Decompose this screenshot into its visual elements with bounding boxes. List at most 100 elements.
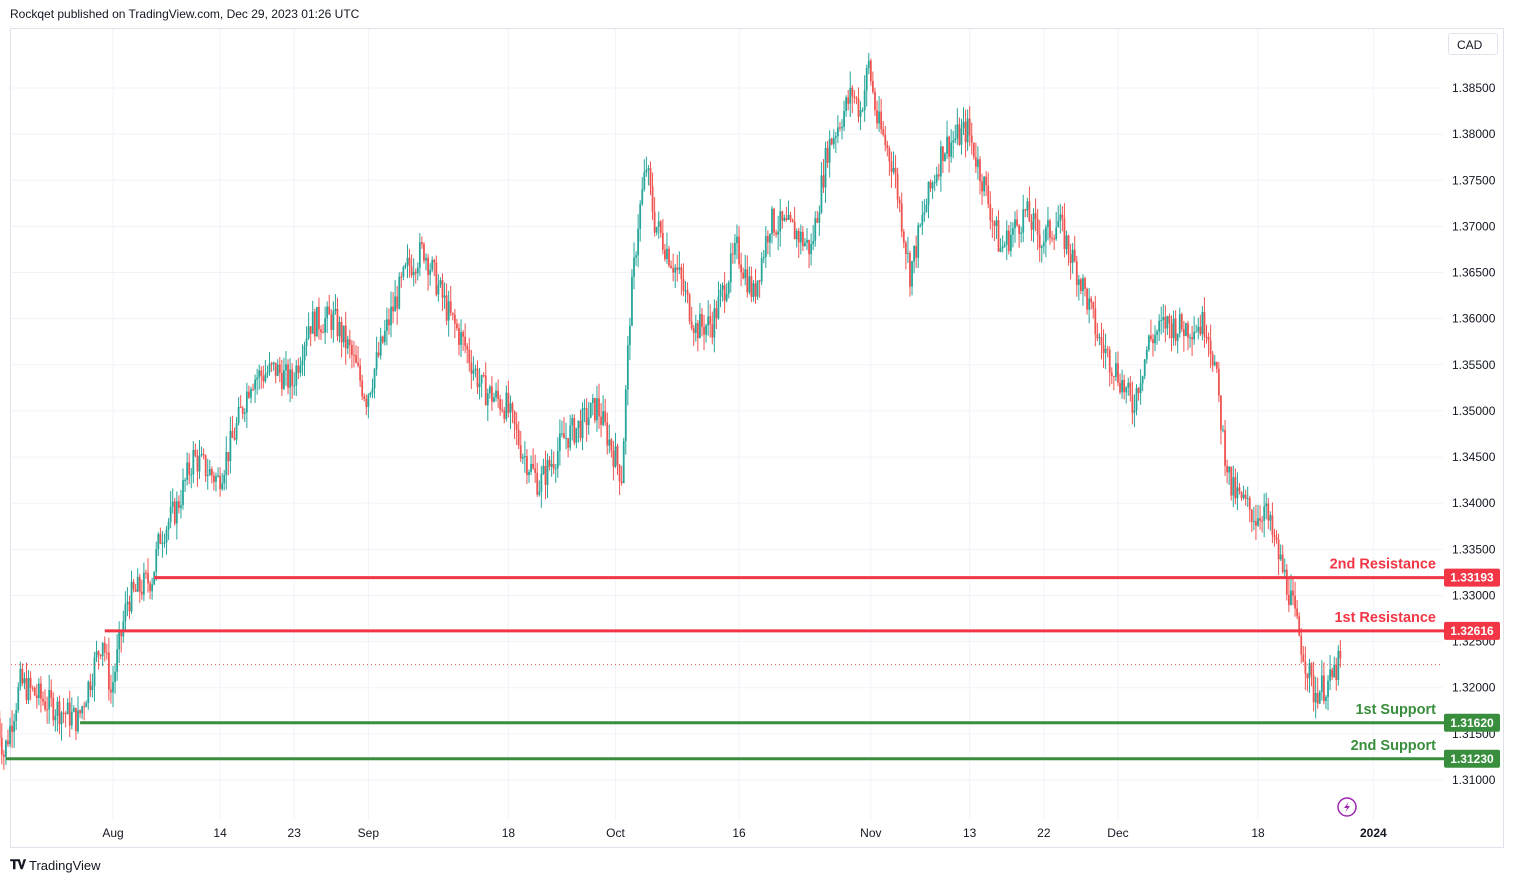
candle-body xyxy=(593,398,596,421)
candle-body xyxy=(196,455,199,472)
candle-body xyxy=(950,142,953,157)
candle-body xyxy=(396,296,399,309)
candle-body xyxy=(610,439,613,451)
candle-body xyxy=(1250,509,1253,522)
candle-body xyxy=(1191,337,1194,340)
candle-body xyxy=(103,642,106,653)
candle-body xyxy=(1082,278,1084,291)
candle-body xyxy=(348,339,351,345)
candle-body xyxy=(274,362,277,376)
candle-body xyxy=(515,424,518,430)
candle-body xyxy=(769,234,771,243)
candle-body xyxy=(1073,249,1076,262)
candle-body xyxy=(985,176,988,186)
candle-body xyxy=(587,417,590,426)
candle-body xyxy=(1067,235,1070,255)
candle-body xyxy=(721,285,724,290)
candle-body xyxy=(896,173,899,200)
candle-body xyxy=(445,295,448,321)
candle-body xyxy=(1248,498,1251,510)
candle-body xyxy=(715,308,718,319)
candle-body xyxy=(126,601,129,605)
candle-body xyxy=(925,204,928,213)
candle-body xyxy=(1205,336,1208,338)
candle-body xyxy=(254,379,256,390)
candle-body xyxy=(194,449,197,456)
candle-body xyxy=(1331,669,1334,678)
x-tick-label: Aug xyxy=(102,826,123,840)
candle-body xyxy=(538,491,541,495)
candle-body xyxy=(35,695,38,699)
candle-body xyxy=(375,352,378,370)
candle-body xyxy=(972,142,975,158)
candle-body xyxy=(149,583,151,592)
candle-body xyxy=(703,326,705,335)
candle-body xyxy=(1300,635,1303,655)
candle-body xyxy=(1049,220,1051,239)
candle-body xyxy=(839,127,841,129)
candle-body xyxy=(264,374,267,382)
candle-body xyxy=(1150,335,1152,340)
candle-body xyxy=(404,264,407,268)
candle-body xyxy=(830,138,833,145)
candle-body xyxy=(666,248,668,260)
candle-body xyxy=(723,285,726,301)
candle-body xyxy=(983,176,986,192)
candle-body xyxy=(435,262,438,295)
candle-body xyxy=(1213,361,1216,366)
candle-body xyxy=(480,375,483,384)
candle-body xyxy=(1063,218,1066,250)
candle-body xyxy=(1312,675,1315,703)
candle-body xyxy=(731,253,734,255)
candle-body xyxy=(56,701,59,716)
candle-body xyxy=(48,690,51,710)
candle-body xyxy=(315,307,318,337)
candle-body xyxy=(89,681,92,691)
candle-body xyxy=(208,469,211,476)
candle-body xyxy=(826,147,829,163)
candle-body xyxy=(1154,334,1156,344)
candle-body xyxy=(0,737,3,755)
candle-body xyxy=(633,257,635,277)
candle-body xyxy=(995,220,998,226)
candle-body xyxy=(7,740,9,745)
candle-body xyxy=(878,111,880,124)
candle-body xyxy=(439,280,442,285)
candle-body xyxy=(1335,664,1338,681)
candle-body xyxy=(213,475,215,482)
candle-body xyxy=(1032,213,1035,230)
candle-body xyxy=(221,483,224,490)
candle-body xyxy=(853,96,856,98)
candle-body xyxy=(491,386,493,402)
candle-body xyxy=(1199,326,1202,335)
candle-body xyxy=(532,463,535,469)
candle-body xyxy=(919,225,922,227)
candle-body xyxy=(167,521,170,530)
candle-body xyxy=(1007,230,1010,252)
level-label: 1st Support xyxy=(1355,702,1436,718)
candle-body xyxy=(1193,331,1196,340)
candle-body xyxy=(1071,249,1074,263)
candle-body xyxy=(437,284,440,295)
candle-body xyxy=(832,137,835,145)
candle-body xyxy=(155,549,158,572)
candle-body xyxy=(23,678,26,684)
candle-body xyxy=(1222,429,1224,431)
candle-body xyxy=(937,174,940,177)
candle-body xyxy=(52,697,55,721)
candle-body xyxy=(441,280,444,298)
candle-body xyxy=(1139,383,1142,394)
candle-body xyxy=(307,326,310,339)
candle-body xyxy=(184,479,186,481)
candle-body xyxy=(1129,382,1132,396)
candle-body xyxy=(758,280,761,282)
candle-body xyxy=(1125,387,1128,393)
candle-body xyxy=(66,702,69,715)
candle-body xyxy=(1180,314,1183,330)
currency-badge[interactable]: CAD xyxy=(1448,33,1498,55)
candle-body xyxy=(5,740,7,757)
candle-body xyxy=(239,406,242,408)
y-tick-label: 1.33500 xyxy=(1452,542,1496,556)
candle-body xyxy=(227,452,230,462)
